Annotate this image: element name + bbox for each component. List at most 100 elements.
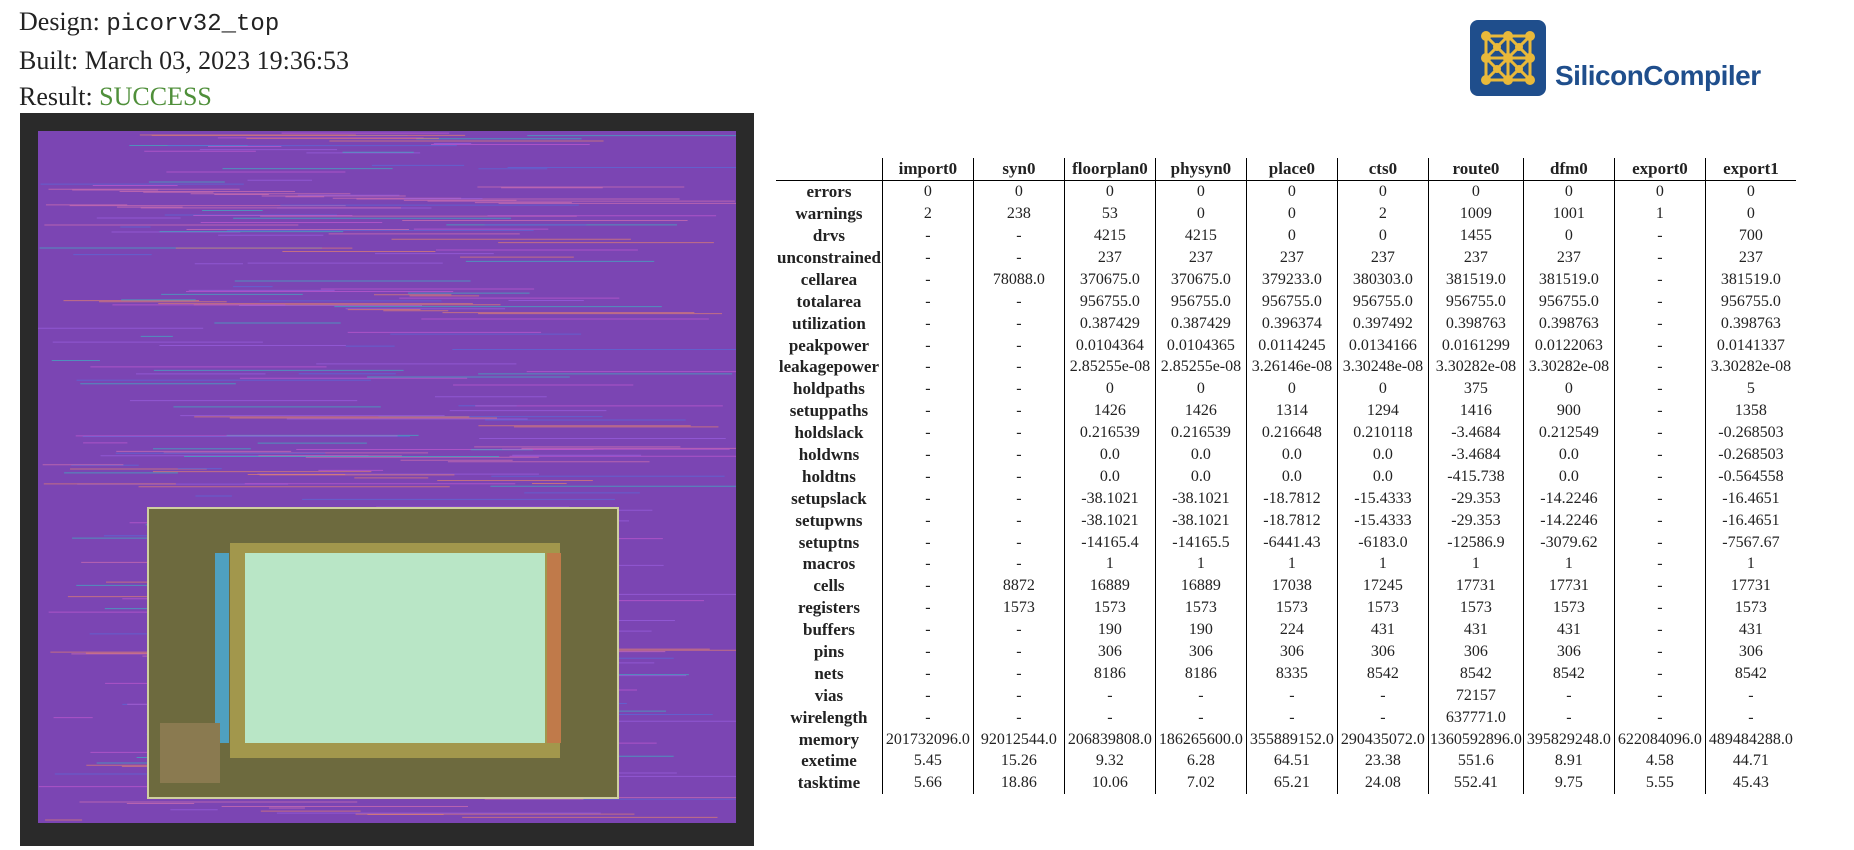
cell: 3.26146e-08 [1245, 356, 1338, 378]
row-label: warnings [795, 204, 863, 224]
cell: 306 [1522, 640, 1615, 663]
cell: 381519.0 [1427, 268, 1524, 291]
cell: - [1613, 290, 1706, 313]
cell: 1573 [1427, 596, 1524, 619]
cell: 18.86 [972, 771, 1065, 794]
cell: - [1613, 421, 1706, 444]
cell: 1416 [1427, 399, 1524, 422]
cell: -29.353 [1427, 509, 1524, 532]
table-row: cells -8872 16889 16889 17038 17245 17731 17731… [776, 574, 1796, 597]
table-row: unconstrained - -237 237 237 237 237 237-237 [776, 246, 1796, 269]
cell: 0.0 [1245, 465, 1338, 488]
cell: -14165.4 [1063, 531, 1156, 554]
cell: 0.0 [1063, 443, 1156, 466]
cell: 0.396374 [1245, 312, 1338, 335]
row-label: exetime [801, 751, 857, 771]
cell: 3.30282e-08 [1427, 356, 1524, 378]
cell: 431 [1704, 618, 1796, 641]
cell: 0 [1063, 180, 1156, 203]
table-row: buffers - -190 190 224 431 431 431-431 [776, 618, 1796, 641]
cell: 0.0 [1336, 465, 1429, 488]
row-label: wirelength [790, 707, 868, 727]
cell: 370675.0 [1154, 268, 1247, 291]
cell: 237 [1336, 246, 1429, 269]
cell: 17731 [1522, 574, 1615, 597]
cell: 5.55 [1613, 771, 1706, 794]
column-header: export0 [1613, 158, 1706, 181]
cell: - [1613, 706, 1706, 729]
table-row: setupwns - - -38.1021 -38.1021 -18.7812 -15.43… [776, 509, 1796, 532]
cell: - [1704, 706, 1796, 729]
cell: 17731 [1704, 574, 1796, 597]
cell: 190 [1063, 618, 1156, 641]
cell: - [972, 706, 1065, 729]
cell: - [881, 574, 974, 597]
cell: 637771.0 [1427, 706, 1524, 729]
header-row: import0 syn0 floorplan0 physyn0 place0 cts0 ro… [776, 158, 1796, 181]
table-row: utilization - -0.387429 0.387429 0.396374 0.3… [776, 312, 1796, 335]
cell: - [1613, 334, 1706, 357]
cell: 1358 [1704, 399, 1796, 422]
cell: -12586.9 [1427, 531, 1524, 554]
row-label: peakpower [788, 335, 870, 355]
cell: 92012544.0 [972, 728, 1065, 751]
cell: - [881, 268, 974, 291]
cell: - [881, 684, 974, 707]
cell: 8542 [1704, 662, 1796, 685]
row-label: setuptns [798, 532, 860, 552]
column-header: syn0 [972, 158, 1065, 181]
cell: 0 [1704, 180, 1796, 203]
cell: 23.38 [1336, 750, 1429, 772]
cell: - [1613, 662, 1706, 685]
cell: 1314 [1245, 399, 1338, 422]
cell: 0 [1154, 377, 1247, 400]
cell: 0 [1154, 180, 1247, 203]
cell: 956755.0 [1704, 290, 1796, 313]
cell: - [881, 290, 974, 313]
cell: 0.387429 [1154, 312, 1247, 335]
cell: -15.4333 [1336, 509, 1429, 532]
cell: 306 [1154, 640, 1247, 663]
cell: -3.4684 [1427, 443, 1524, 466]
cell: - [1613, 465, 1706, 488]
cell: - [881, 334, 974, 357]
cell: - [881, 706, 974, 729]
cell: 0.0114245 [1245, 334, 1338, 357]
cell: - [972, 465, 1065, 488]
cell: 224 [1245, 618, 1338, 641]
cell: - [881, 531, 974, 554]
cell: 0.0 [1063, 465, 1156, 488]
cell: 489484288.0 [1704, 728, 1796, 751]
cell: - [1613, 640, 1706, 663]
cell: - [881, 224, 974, 247]
cell: - [1613, 574, 1706, 597]
cell: 0.216539 [1154, 421, 1247, 444]
cell: - [1613, 268, 1706, 291]
cell: - [1613, 224, 1706, 247]
cell: -0.564558 [1704, 465, 1796, 488]
cell: 1 [1063, 553, 1156, 575]
row-label: holdwns [798, 445, 860, 465]
cell: - [881, 377, 974, 400]
cell: 45.43 [1704, 771, 1796, 794]
cell: -16.4651 [1704, 509, 1796, 532]
cell: 237 [1154, 246, 1247, 269]
cell: 0 [1245, 224, 1338, 247]
cell: 3.30248e-08 [1336, 356, 1429, 378]
column-header: import0 [881, 158, 974, 181]
cell: 622084096.0 [1613, 728, 1706, 751]
table-row: holdpaths - -0 0 0 0 375 0-5 [776, 377, 1796, 400]
cell: 15.26 [972, 750, 1065, 772]
cell: - [972, 334, 1065, 357]
cell: 0.387429 [1063, 312, 1156, 335]
cell: - [972, 662, 1065, 685]
cell: 1001 [1522, 202, 1615, 225]
cell: 237 [1063, 246, 1156, 269]
cell: - [881, 465, 974, 488]
row-label: setuppaths [789, 401, 869, 421]
cell: - [972, 553, 1065, 575]
cell: - [1613, 509, 1706, 532]
cell: 206839808.0 [1063, 728, 1156, 751]
cell: 0 [1613, 180, 1706, 203]
cell: 17038 [1245, 574, 1338, 597]
